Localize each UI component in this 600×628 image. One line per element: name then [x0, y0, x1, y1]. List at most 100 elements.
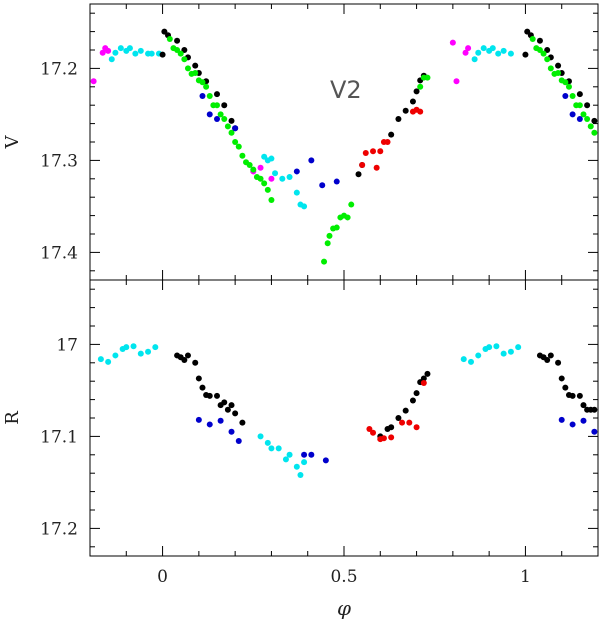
black-data-point	[388, 131, 395, 138]
green-data-point	[257, 175, 264, 182]
black-data-point	[522, 51, 529, 58]
magenta-data-point	[453, 78, 460, 85]
cyan-data-point	[286, 173, 293, 180]
r-axis-label: R	[2, 411, 23, 425]
red-data-point	[406, 419, 413, 426]
green-data-point	[333, 224, 340, 231]
black-data-point	[409, 397, 416, 404]
black-data-point	[228, 402, 235, 409]
red-data-point	[370, 148, 377, 155]
green-data-point	[264, 186, 271, 193]
cyan-data-point	[272, 170, 279, 177]
blue-data-point	[214, 116, 220, 122]
green-data-point	[166, 35, 173, 42]
blue-data-point	[569, 111, 576, 118]
green-data-point	[203, 83, 210, 90]
black-data-point	[555, 62, 562, 69]
cyan-data-point	[293, 463, 300, 470]
cyan-data-point	[279, 175, 286, 182]
green-data-point	[576, 102, 583, 109]
black-data-point	[420, 375, 427, 382]
cyan-data-point	[117, 45, 124, 52]
black-data-point	[413, 390, 420, 397]
magenta-data-point	[99, 49, 106, 56]
black-data-point	[591, 117, 598, 124]
black-data-point	[199, 384, 206, 391]
r-panel-points	[97, 343, 598, 479]
cyan-data-point	[137, 47, 144, 54]
cyan-data-point	[480, 45, 487, 52]
red-data-point	[362, 150, 369, 157]
green-data-point	[544, 56, 551, 63]
r-y-tick-label: 17	[56, 335, 78, 355]
green-data-point	[348, 201, 355, 208]
green-data-point	[555, 70, 562, 76]
blue-data-point	[308, 157, 315, 164]
black-data-point	[544, 357, 551, 364]
cyan-data-point	[145, 348, 152, 355]
cyan-data-point	[507, 50, 514, 57]
cyan-data-point	[112, 352, 119, 359]
green-data-point	[214, 102, 220, 109]
black-data-point	[524, 28, 531, 35]
black-data-point	[402, 407, 409, 414]
cyan-data-point	[132, 50, 139, 57]
cyan-data-point	[261, 153, 268, 160]
r-panel-y-tick-labels: 17 17.1 17.2	[40, 335, 78, 539]
black-data-point	[536, 37, 543, 44]
black-data-point	[221, 399, 228, 406]
r-y-tick-label: 17.2	[40, 519, 78, 539]
cyan-data-point	[112, 49, 119, 56]
green-data-point	[417, 83, 424, 90]
green-data-point	[569, 93, 576, 99]
magenta-data-point	[105, 47, 112, 54]
blue-data-point	[322, 457, 329, 464]
blue-data-point	[562, 93, 569, 99]
black-data-point	[355, 171, 362, 178]
black-data-point	[192, 62, 199, 69]
red-data-point	[380, 435, 387, 442]
x-tick-labels: 0 0.5 1	[157, 567, 531, 587]
v-band-panel: 17.2 17.3 17.4 V V2	[2, 3, 599, 281]
cyan-data-point	[293, 189, 300, 196]
v-panel-points	[90, 28, 598, 265]
blue-data-point	[235, 438, 242, 444]
cyan-data-point	[500, 47, 507, 54]
red-data-point	[420, 380, 427, 387]
black-data-point	[192, 359, 199, 366]
x-tick-label: 0.5	[330, 567, 357, 587]
blue-data-point	[308, 451, 315, 458]
cyan-data-point	[268, 155, 275, 162]
cyan-data-point	[301, 203, 308, 210]
black-data-point	[547, 352, 554, 359]
green-data-point	[235, 143, 242, 150]
green-data-point	[174, 47, 181, 53]
green-data-point	[239, 152, 246, 159]
cyan-data-point	[495, 50, 502, 57]
magenta-data-point	[465, 45, 472, 52]
green-data-point	[540, 50, 547, 57]
black-data-point	[413, 88, 420, 95]
green-data-point	[587, 123, 594, 130]
green-data-point	[268, 196, 275, 203]
cyan-data-point	[257, 433, 264, 440]
green-data-point	[529, 35, 536, 42]
r-y-tick-label: 17.1	[40, 427, 78, 447]
green-data-point	[424, 74, 431, 81]
red-data-point	[399, 419, 406, 426]
black-data-point	[558, 375, 565, 382]
r-panel-frame	[89, 279, 599, 557]
black-data-point	[584, 102, 591, 109]
red-data-point	[370, 429, 377, 436]
green-data-point	[250, 166, 257, 173]
blue-data-point	[569, 421, 576, 428]
cyan-data-point	[105, 358, 112, 365]
green-data-point	[261, 180, 268, 187]
cyan-data-point	[130, 343, 137, 350]
cyan-data-point	[264, 439, 271, 446]
blue-data-point	[293, 168, 300, 175]
black-data-point	[544, 47, 551, 53]
v-axis-label: V	[2, 135, 23, 150]
v-panel-frame	[89, 3, 599, 281]
black-data-point	[409, 98, 416, 105]
